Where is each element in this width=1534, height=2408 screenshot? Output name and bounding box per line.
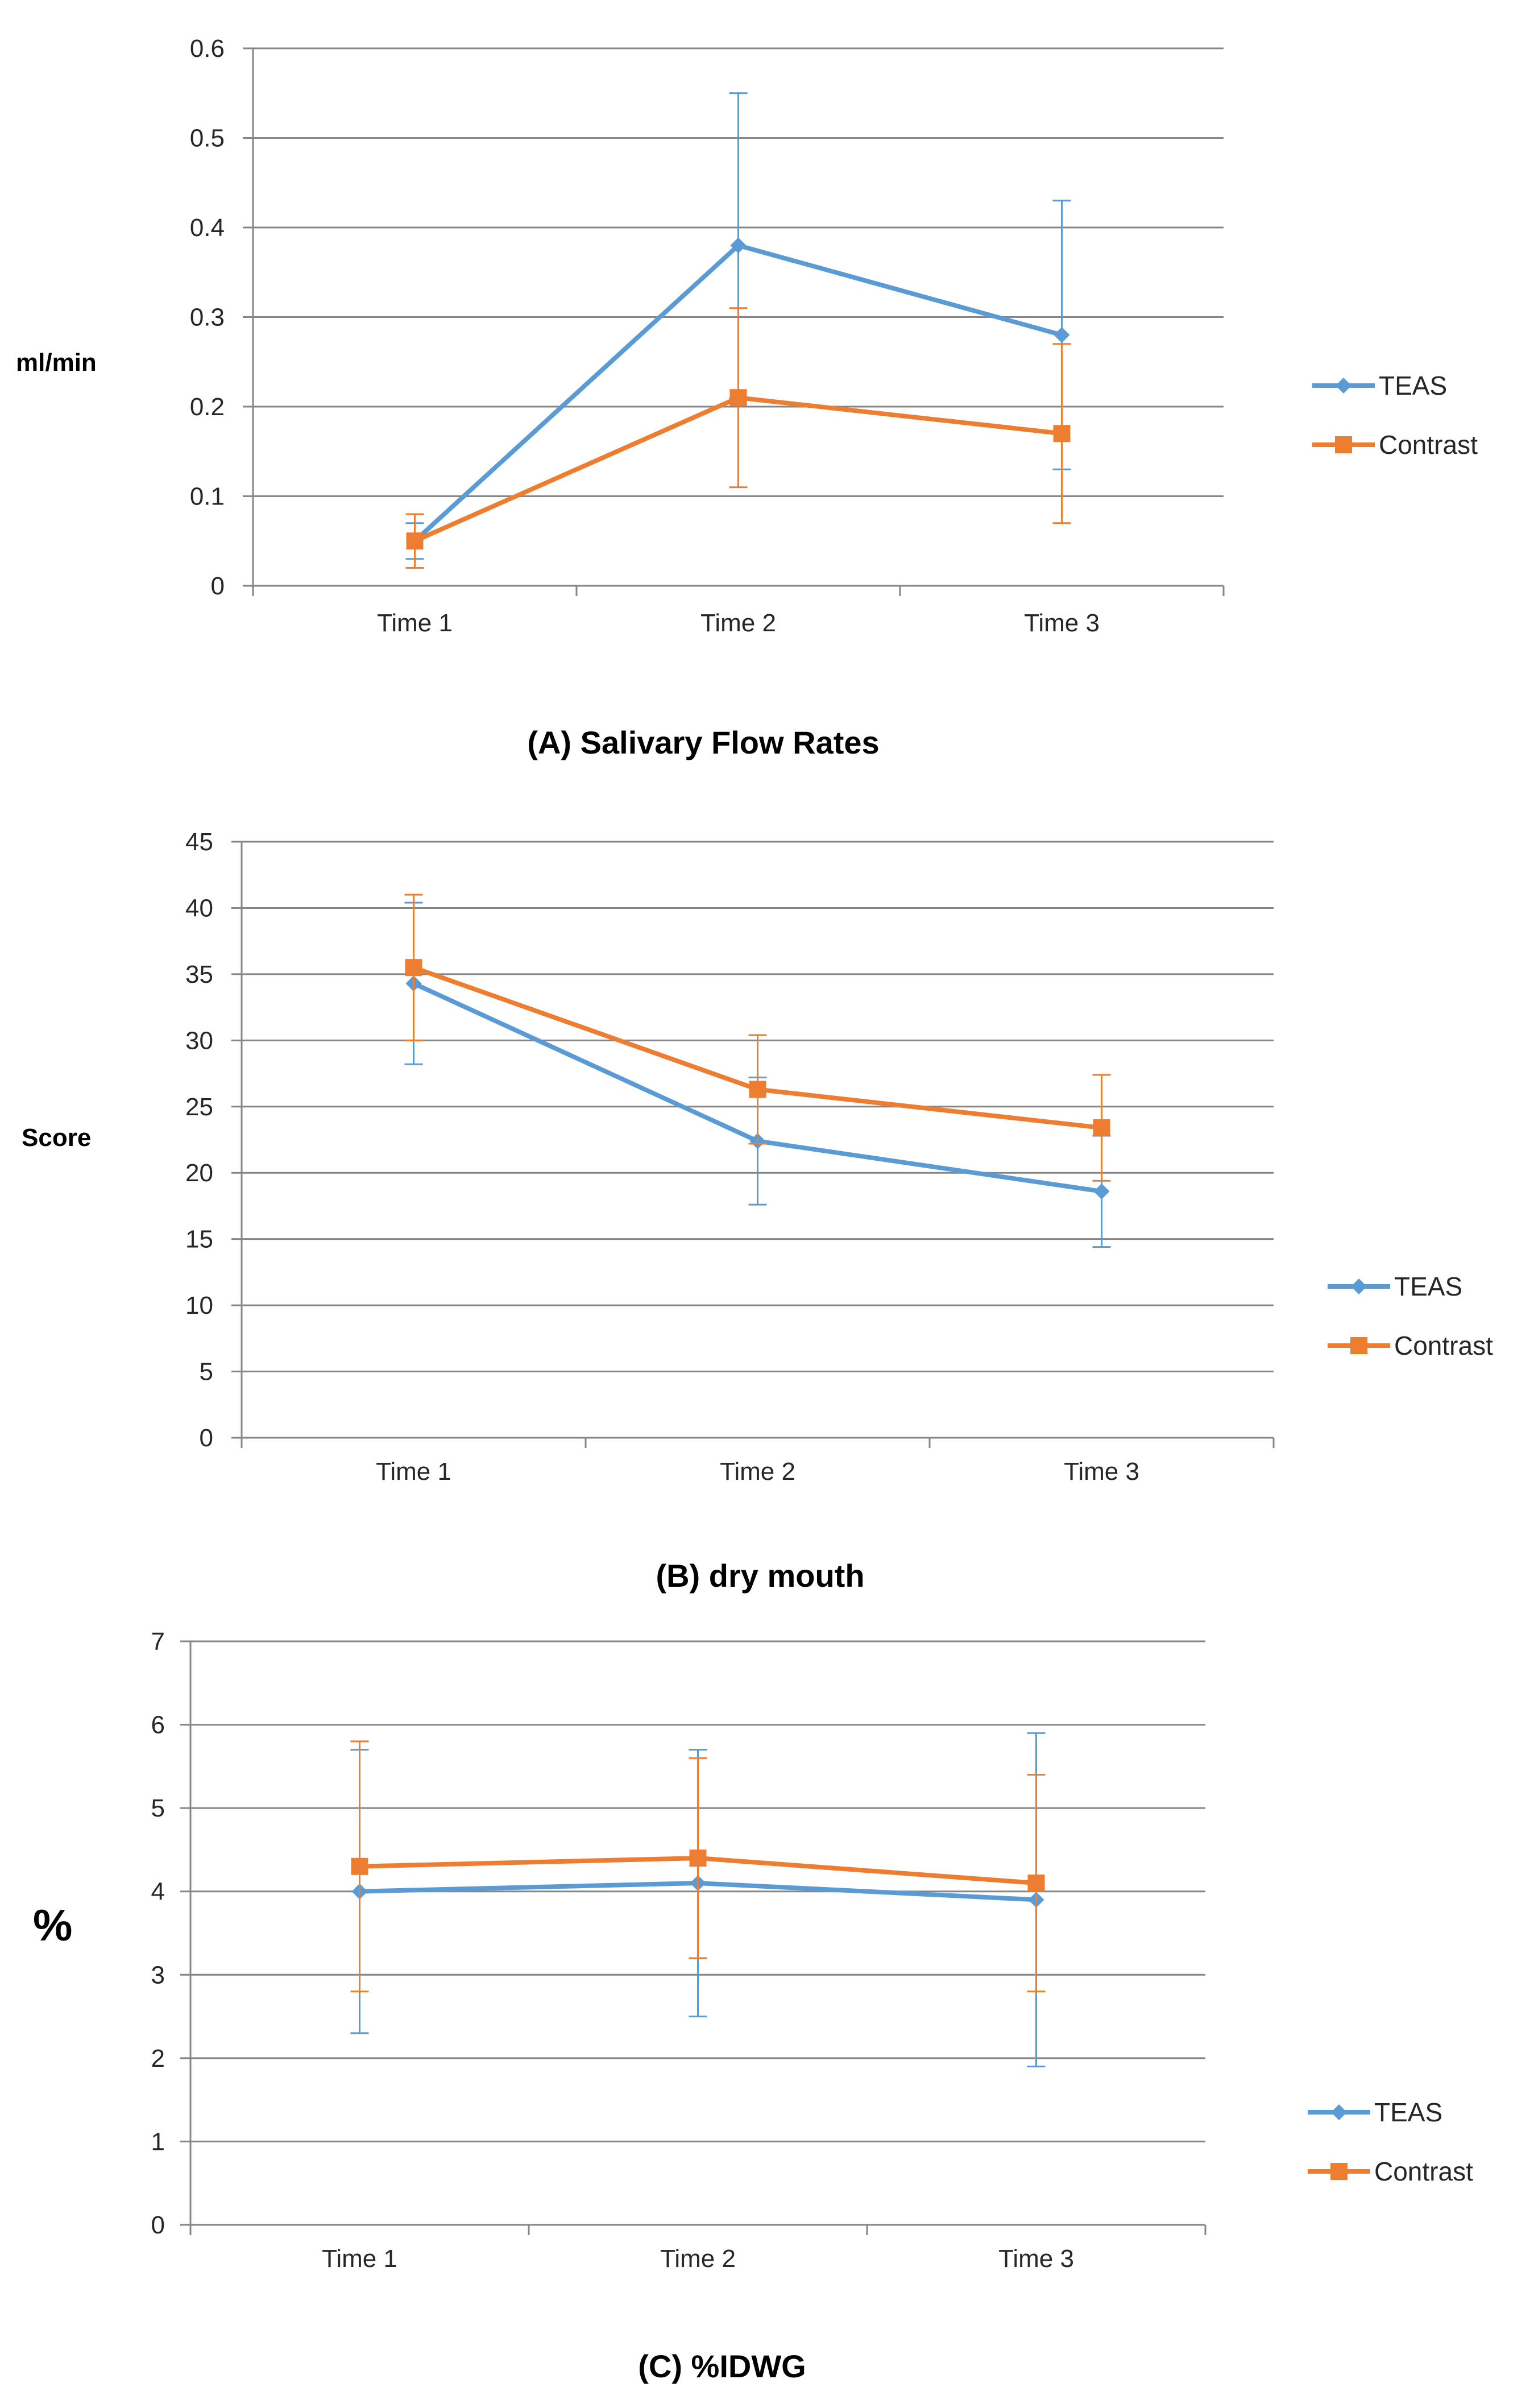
chart-c-y-tick-label: 0 bbox=[151, 2211, 165, 2239]
chart-a-legend-label-teas: TEAS bbox=[1379, 371, 1447, 400]
chart-a-legend-label-contrast: Contrast bbox=[1379, 430, 1478, 460]
chart-b-legend: TEAS Contrast bbox=[1328, 1272, 1493, 1360]
chart-b-legend-label-contrast: Contrast bbox=[1394, 1331, 1493, 1360]
chart-a-title: (A) Salivary Flow Rates bbox=[527, 725, 879, 760]
chart-c-legend-item-teas: TEAS bbox=[1308, 2097, 1442, 2127]
chart-a-legend: TEAS Contrast bbox=[1312, 371, 1478, 460]
chart-a-y-tick-label: 0.5 bbox=[190, 125, 225, 152]
chart-a-y-axis-label: ml/min bbox=[16, 349, 97, 376]
chart-b-y-tick-label: 10 bbox=[185, 1292, 213, 1319]
chart-b-x-tick-label-time-2: Time 2 bbox=[720, 1458, 795, 1486]
chart-c-contrast-marker-time-1 bbox=[351, 1857, 368, 1875]
chart-a-legend-item-contrast: Contrast bbox=[1312, 430, 1478, 460]
chart-a-teas-marker-time-2 bbox=[730, 237, 747, 254]
chart-a-y-tick-label: 0.4 bbox=[190, 214, 225, 242]
chart-b-y-tick-label: 0 bbox=[200, 1424, 213, 1452]
chart-c-y-tick-label: 7 bbox=[151, 1628, 165, 1656]
chart-c-y-tick-label: 5 bbox=[151, 1794, 165, 1822]
chart-a-series bbox=[405, 92, 1071, 569]
chart-b-y-tick-label: 25 bbox=[185, 1093, 213, 1121]
chart-a-y-tick-label: 0.3 bbox=[190, 304, 225, 332]
chart-b-title: (B) dry mouth bbox=[656, 1558, 864, 1594]
chart-a-legend-item-teas: TEAS bbox=[1312, 371, 1447, 400]
chart-c-x-tick-labels: Time 1 Time 2 Time 3 bbox=[322, 2245, 1074, 2273]
chart-a-y-tick-label: 0.6 bbox=[190, 35, 225, 63]
chart-c-y-tick-labels: 0 1 2 3 4 5 6 7 bbox=[151, 1628, 165, 2239]
chart-a-legend-marker-teas bbox=[1336, 378, 1351, 394]
chart-b-legend-item-contrast: Contrast bbox=[1328, 1331, 1493, 1360]
chart-c-legend-marker-teas bbox=[1331, 2104, 1347, 2120]
chart-a-teas-marker-time-3 bbox=[1054, 327, 1070, 343]
chart-c-contrast-marker-time-3 bbox=[1027, 1875, 1045, 1892]
chart-b-y-tick-labels: 0 5 10 15 20 25 30 35 40 45 bbox=[185, 828, 213, 1452]
chart-b-contrast-marker-time-2 bbox=[749, 1081, 766, 1098]
chart-c-y-axis-label: % bbox=[33, 1900, 72, 1950]
chart-b-legend-item-teas: TEAS bbox=[1328, 1272, 1462, 1301]
chart-c-legend-item-contrast: Contrast bbox=[1308, 2157, 1473, 2186]
chart-a-salivary-flow-rates: 0 0.1 0.2 0.3 0.4 0.5 0.6 Time 1 Time 2 Time 3 m… bbox=[16, 35, 1478, 760]
chart-a-y-tick-labels: 0 0.1 0.2 0.3 0.4 0.5 0.6 bbox=[190, 35, 225, 600]
chart-b-y-tick-label: 40 bbox=[185, 894, 213, 922]
chart-b-y-axis-label: Score bbox=[22, 1124, 91, 1152]
chart-b-legend-marker-contrast bbox=[1350, 1337, 1367, 1354]
chart-b-x-tick-labels: Time 1 Time 2 Time 3 bbox=[376, 1458, 1139, 1486]
chart-c-legend: TEAS Contrast bbox=[1308, 2097, 1473, 2186]
chart-a-x-tick-label-time-2: Time 2 bbox=[700, 609, 776, 637]
chart-b-x-tick-label-time-1: Time 1 bbox=[376, 1458, 451, 1486]
chart-b-teas-marker-time-3 bbox=[1093, 1183, 1110, 1199]
chart-b-series bbox=[404, 893, 1111, 1248]
chart-a-contrast-marker-time-1 bbox=[406, 532, 424, 550]
chart-a-x-tick-label-time-1: Time 1 bbox=[377, 609, 453, 637]
chart-c-title: (C) %IDWG bbox=[638, 2348, 806, 2384]
chart-c-y-tick-label: 4 bbox=[151, 1878, 165, 1906]
chart-a-axes bbox=[243, 47, 1225, 596]
chart-c-x-tick-label-time-1: Time 1 bbox=[322, 2245, 397, 2273]
chart-a-y-tick-label: 0.2 bbox=[190, 393, 225, 421]
chart-a-x-tick-labels: Time 1 Time 2 Time 3 bbox=[377, 609, 1100, 637]
chart-c-x-tick-label-time-3: Time 3 bbox=[998, 2245, 1074, 2273]
chart-c-axes bbox=[180, 1640, 1207, 2235]
chart-c-contrast-marker-time-2 bbox=[689, 1850, 707, 1867]
chart-c-series bbox=[350, 1732, 1046, 2068]
chart-a-x-tick-label-time-3: Time 3 bbox=[1024, 609, 1100, 637]
chart-c-legend-label-teas: TEAS bbox=[1374, 2097, 1442, 2127]
chart-b-x-tick-label-time-3: Time 3 bbox=[1064, 1458, 1139, 1486]
chart-b-dry-mouth: 0 5 10 15 20 25 30 35 40 45 Time 1 Time 2 Time 3 Sc… bbox=[22, 828, 1493, 1594]
chart-b-contrast-marker-time-3 bbox=[1093, 1119, 1110, 1137]
chart-a-y-tick-label: 0 bbox=[211, 572, 225, 600]
chart-a-contrast-marker-time-2 bbox=[729, 389, 747, 407]
chart-c-legend-marker-contrast bbox=[1330, 2163, 1348, 2180]
chart-b-y-tick-label: 35 bbox=[185, 961, 213, 988]
chart-b-contrast-marker-time-1 bbox=[405, 959, 422, 977]
chart-a-y-tick-label: 0.1 bbox=[190, 483, 225, 511]
chart-b-y-tick-label: 30 bbox=[185, 1027, 213, 1054]
chart-c-legend-label-contrast: Contrast bbox=[1374, 2157, 1473, 2186]
chart-b-y-tick-label: 5 bbox=[200, 1358, 213, 1386]
chart-b-legend-label-teas: TEAS bbox=[1394, 1272, 1462, 1301]
chart-b-y-tick-label: 45 bbox=[185, 828, 213, 856]
chart-c-y-tick-label: 2 bbox=[151, 2045, 165, 2072]
chart-c-y-tick-label: 6 bbox=[151, 1711, 165, 1739]
chart-a-contrast-marker-time-3 bbox=[1053, 425, 1071, 442]
chart-b-legend-marker-teas bbox=[1351, 1279, 1367, 1294]
chart-b-y-tick-label: 20 bbox=[185, 1159, 213, 1187]
chart-b-y-tick-label: 15 bbox=[185, 1226, 213, 1253]
chart-b-axes bbox=[231, 841, 1275, 1448]
chart-c-y-tick-label: 1 bbox=[151, 2128, 165, 2155]
chart-a-legend-marker-contrast bbox=[1335, 436, 1352, 453]
chart-c-y-tick-label: 3 bbox=[151, 1961, 165, 1989]
chart-c-x-tick-label-time-2: Time 2 bbox=[660, 2245, 736, 2273]
